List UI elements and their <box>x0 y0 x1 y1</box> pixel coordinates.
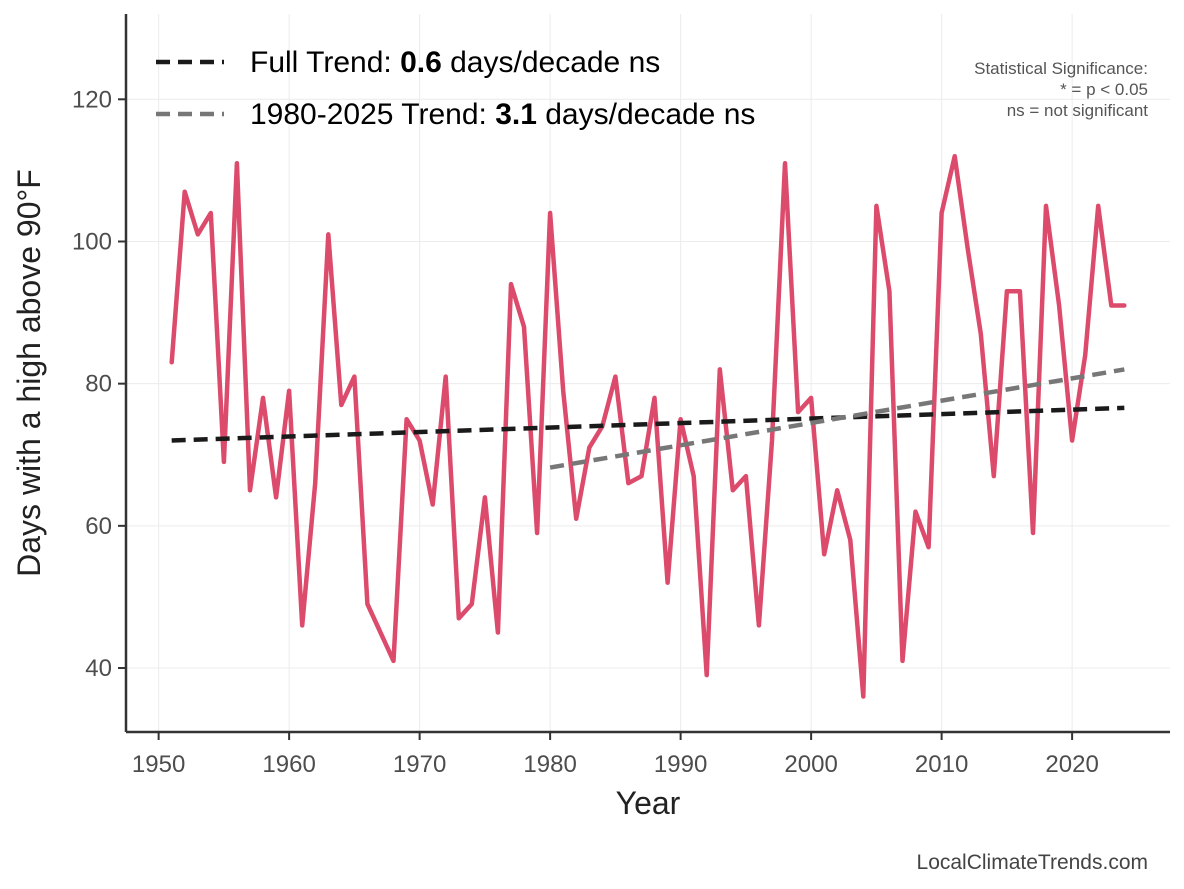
legend: Full Trend: 0.6 days/decade ns 1980-2025… <box>156 46 755 131</box>
y-tick-label-80: 80 <box>85 371 112 398</box>
y-tick-label-120: 120 <box>72 86 112 113</box>
x-tick-label-2010: 2010 <box>915 751 968 778</box>
gridlines <box>126 14 1170 732</box>
series-line-days-above-90 <box>169 153 1127 699</box>
y-tick-label-60: 60 <box>85 513 112 540</box>
legend-value-1980-trend: 3.1 <box>495 98 537 131</box>
legend-prefix-full-trend: Full Trend: <box>250 46 400 79</box>
y-tick-label-100: 100 <box>72 228 112 255</box>
y-axis-ticks: 40 60 80 100 120 <box>72 86 126 682</box>
trend-line-full <box>171 405 1125 443</box>
legend-label-full-trend: Full Trend: 0.6 days/decade ns <box>250 46 660 79</box>
x-axis-title: Year <box>616 785 681 821</box>
x-tick-label-2020: 2020 <box>1045 751 1098 778</box>
y-tick-label-40: 40 <box>85 655 112 682</box>
x-tick-label-2000: 2000 <box>784 751 837 778</box>
legend-label-1980-trend: 1980-2025 Trend: 3.1 days/decade ns <box>250 98 755 131</box>
legend-suffix-1980-trend: days/decade ns <box>537 98 755 131</box>
source-credit: LocalClimateTrends.com <box>917 851 1148 874</box>
legend-suffix-full-trend: days/decade ns <box>442 46 660 79</box>
trend-lines <box>171 367 1125 470</box>
significance-title: Statistical Significance: <box>974 59 1148 78</box>
significance-ns-note: ns = not significant <box>1007 101 1149 120</box>
x-tick-label-1950: 1950 <box>132 751 185 778</box>
x-axis-ticks: 1950 1960 1970 1980 1990 2000 2010 2020 <box>132 732 1099 778</box>
x-tick-label-1960: 1960 <box>262 751 315 778</box>
significance-note: Statistical Significance: * = p < 0.05 n… <box>974 59 1148 120</box>
x-tick-label-1970: 1970 <box>393 751 446 778</box>
x-tick-label-1980: 1980 <box>523 751 576 778</box>
legend-prefix-1980-trend: 1980-2025 Trend: <box>250 98 495 131</box>
data-series <box>169 153 1127 699</box>
y-axis-title: Days with a high above 90°F <box>11 169 47 577</box>
x-tick-label-1990: 1990 <box>654 751 707 778</box>
trend-line-1980-2025 <box>549 367 1125 470</box>
significance-star-note: * = p < 0.05 <box>1060 80 1148 99</box>
legend-value-full-trend: 0.6 <box>400 46 442 79</box>
